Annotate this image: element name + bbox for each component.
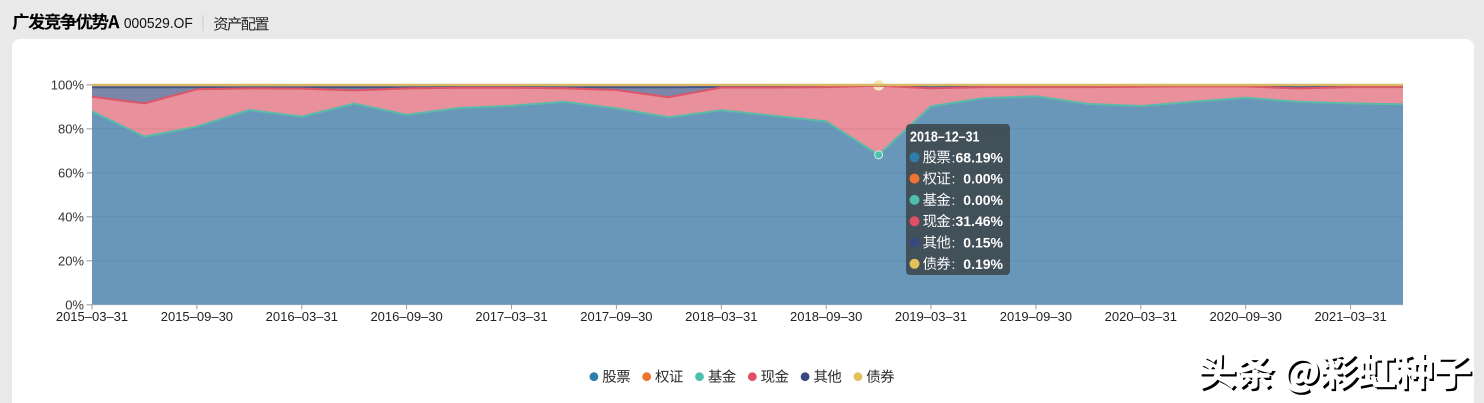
svg-text:68.19%: 68.19% [956,149,1004,165]
svg-text::: : [952,213,956,229]
svg-text:31.46%: 31.46% [956,213,1004,229]
svg-text:2017–03–31: 2017–03–31 [475,309,547,324]
svg-text:2019–03–31: 2019–03–31 [895,309,967,324]
svg-text:2019–09–30: 2019–09–30 [1000,309,1072,324]
svg-text:000529.OF: 000529.OF [124,15,193,32]
svg-text:0.00%: 0.00% [963,192,1003,208]
svg-text::: : [952,149,956,165]
svg-text:2018–03–31: 2018–03–31 [685,309,757,324]
svg-text:2016–09–30: 2016–09–30 [370,309,442,324]
svg-text:0.15%: 0.15% [963,235,1003,251]
svg-text::: : [952,171,956,187]
svg-text:80%: 80% [58,122,84,137]
svg-text:0%: 0% [65,297,84,312]
svg-text:2015–09–30: 2015–09–30 [161,309,233,324]
svg-text:60%: 60% [58,166,84,181]
svg-text:2018–09–30: 2018–09–30 [790,309,862,324]
svg-text:0.00%: 0.00% [963,171,1003,187]
svg-text:2017–09–30: 2017–09–30 [580,309,652,324]
svg-text:100%: 100% [51,78,85,93]
svg-text:2015–03–31: 2015–03–31 [56,309,128,324]
svg-text:0.19%: 0.19% [963,256,1003,272]
svg-text::: : [952,192,956,208]
svg-text:20%: 20% [58,253,84,268]
svg-text::: : [952,235,956,251]
svg-text:40%: 40% [58,209,84,224]
svg-text:2018–12–31: 2018–12–31 [910,130,980,146]
svg-text::: : [952,256,956,272]
svg-text:2020–09–30: 2020–09–30 [1210,309,1282,324]
svg-text:2016–03–31: 2016–03–31 [266,309,338,324]
svg-text:2021–03–31: 2021–03–31 [1314,309,1386,324]
svg-text:2020–03–31: 2020–03–31 [1105,309,1177,324]
